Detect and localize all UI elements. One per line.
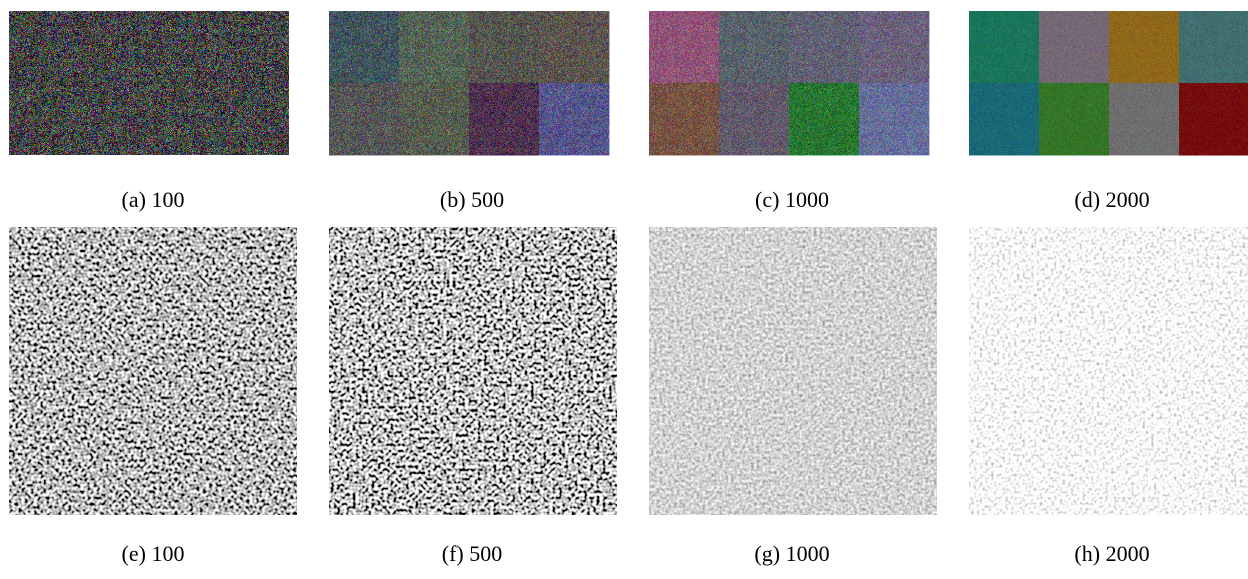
gray-noise [9, 227, 297, 515]
caption: (h) 2000 [1074, 541, 1149, 566]
caption: (f) 500 [442, 541, 502, 566]
caption: (a) 100 [122, 187, 185, 212]
color-noise [329, 11, 609, 155]
color-noise [649, 11, 929, 155]
caption: (g) 1000 [754, 541, 829, 566]
color-noise [9, 11, 289, 155]
gray-noise [969, 227, 1248, 515]
caption: (d) 2000 [1074, 187, 1149, 212]
caption: (c) 1000 [755, 187, 829, 212]
gray-noise [329, 227, 617, 515]
color-noise [969, 11, 1248, 155]
caption: (b) 500 [440, 187, 504, 212]
gray-noise [649, 227, 937, 515]
image-panels [9, 11, 1248, 515]
caption: (e) 100 [122, 541, 185, 566]
